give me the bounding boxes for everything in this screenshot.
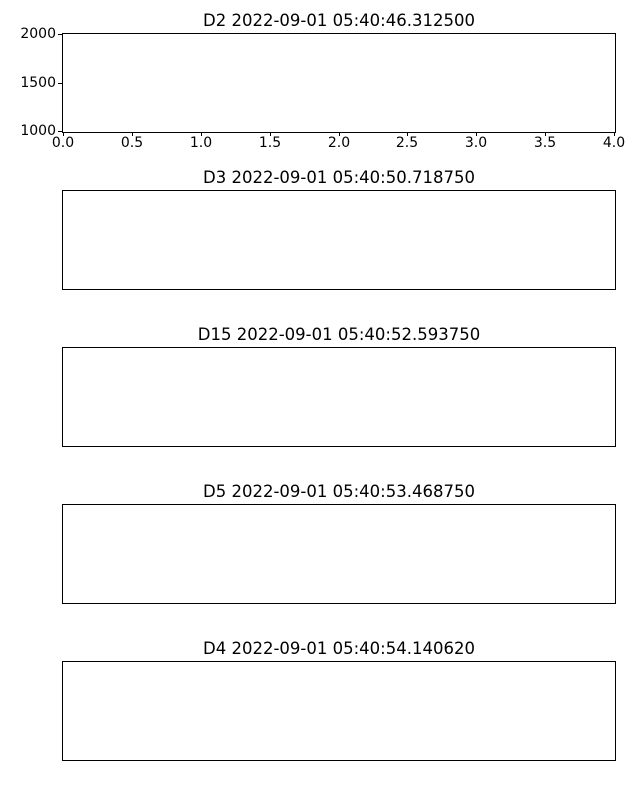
x-tick-label: 0.5	[120, 135, 144, 151]
y-axis-tick	[58, 34, 62, 35]
subplot-title: D2 2022-09-01 05:40:46.312500	[203, 11, 475, 30]
x-axis-tick	[407, 132, 408, 136]
subplot-d3: D3 2022-09-01 05:40:50.718750	[62, 169, 616, 290]
spectrogram-canvas-d4	[63, 662, 615, 760]
subplot-d15: D15 2022-09-01 05:40:52.593750	[62, 326, 616, 447]
x-axis-tick	[270, 132, 271, 136]
subplot-d5: D5 2022-09-01 05:40:53.468750	[62, 483, 616, 604]
x-tick-label: 1.5	[258, 135, 282, 151]
subplot-title: D4 2022-09-01 05:40:54.140620	[203, 639, 475, 658]
x-axis-tick	[476, 132, 477, 136]
x-tick-label: 3.0	[464, 135, 488, 151]
x-axis-tick	[339, 132, 340, 136]
x-tick-label: 3.5	[533, 135, 557, 151]
y-axis-tick	[58, 131, 62, 132]
subplot-title: D15 2022-09-01 05:40:52.593750	[197, 325, 481, 344]
x-tick-label: 0.0	[51, 135, 75, 151]
y-tick-label: 2000	[20, 26, 56, 42]
spectrogram-canvas-d5	[63, 505, 615, 603]
x-axis-tick	[63, 132, 64, 136]
y-tick-label: 1000	[20, 123, 56, 139]
x-tick-label: 4.0	[602, 135, 626, 151]
subplot-title: D5 2022-09-01 05:40:53.468750	[203, 482, 475, 501]
x-axis-tick	[614, 132, 615, 136]
spectrogram-canvas-d15	[63, 348, 615, 446]
spectrogram-canvas-d2	[63, 34, 615, 132]
subplot-d4: D4 2022-09-01 05:40:54.140620	[62, 640, 616, 761]
x-axis-tick	[545, 132, 546, 136]
x-axis-tick	[132, 132, 133, 136]
subplot-title: D3 2022-09-01 05:40:50.718750	[203, 168, 475, 187]
y-axis-tick	[58, 83, 62, 84]
y-tick-label: 1500	[20, 75, 56, 91]
x-tick-label: 2.0	[327, 135, 351, 151]
subplot-d2: D2 2022-09-01 05:40:46.312500 2000 1500 10…	[20, 12, 625, 152]
spectrogram-canvas-d3	[63, 191, 615, 289]
x-tick-label: 1.0	[189, 135, 213, 151]
x-axis-tick	[201, 132, 202, 136]
x-tick-label: 2.5	[395, 135, 419, 151]
